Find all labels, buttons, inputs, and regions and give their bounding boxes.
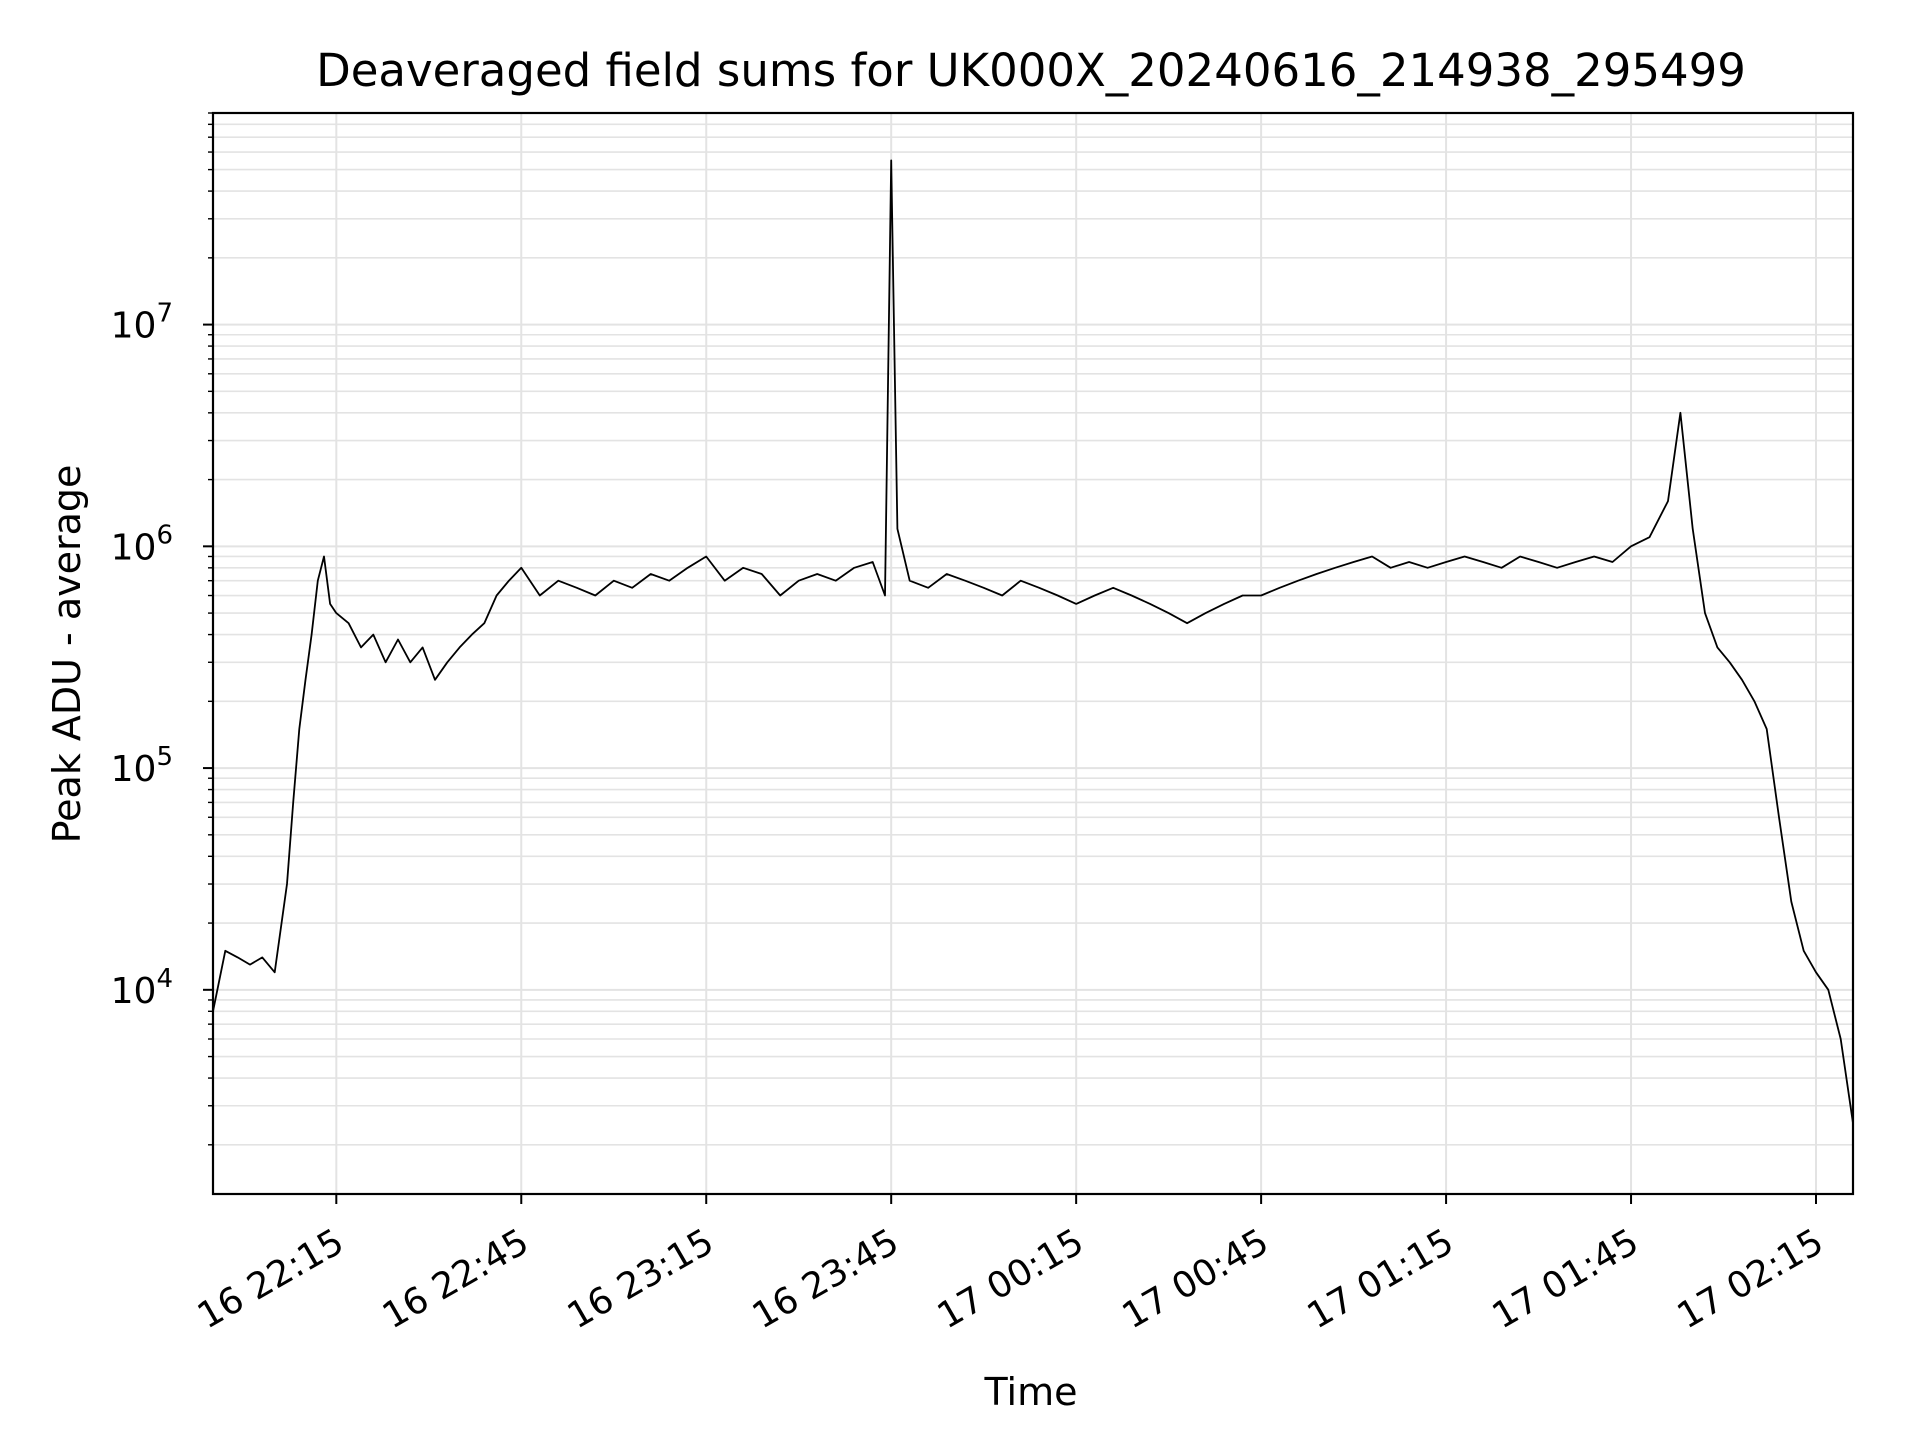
y-tick-label: 105: [111, 742, 173, 790]
x-axis-label: Time: [984, 1370, 1078, 1414]
plot-frame: [211, 111, 1855, 1196]
y-axis-label: Peak ADU - average: [45, 465, 89, 844]
data-series: [212, 159, 1854, 1124]
y-tick-label: 106: [111, 520, 173, 568]
y-tick-label: 107: [111, 299, 173, 347]
series-line: [212, 159, 1854, 1124]
y-tick-label: 104: [111, 964, 173, 1012]
chart-title: Deaveraged field sums for UK000X_2024061…: [316, 44, 1746, 97]
